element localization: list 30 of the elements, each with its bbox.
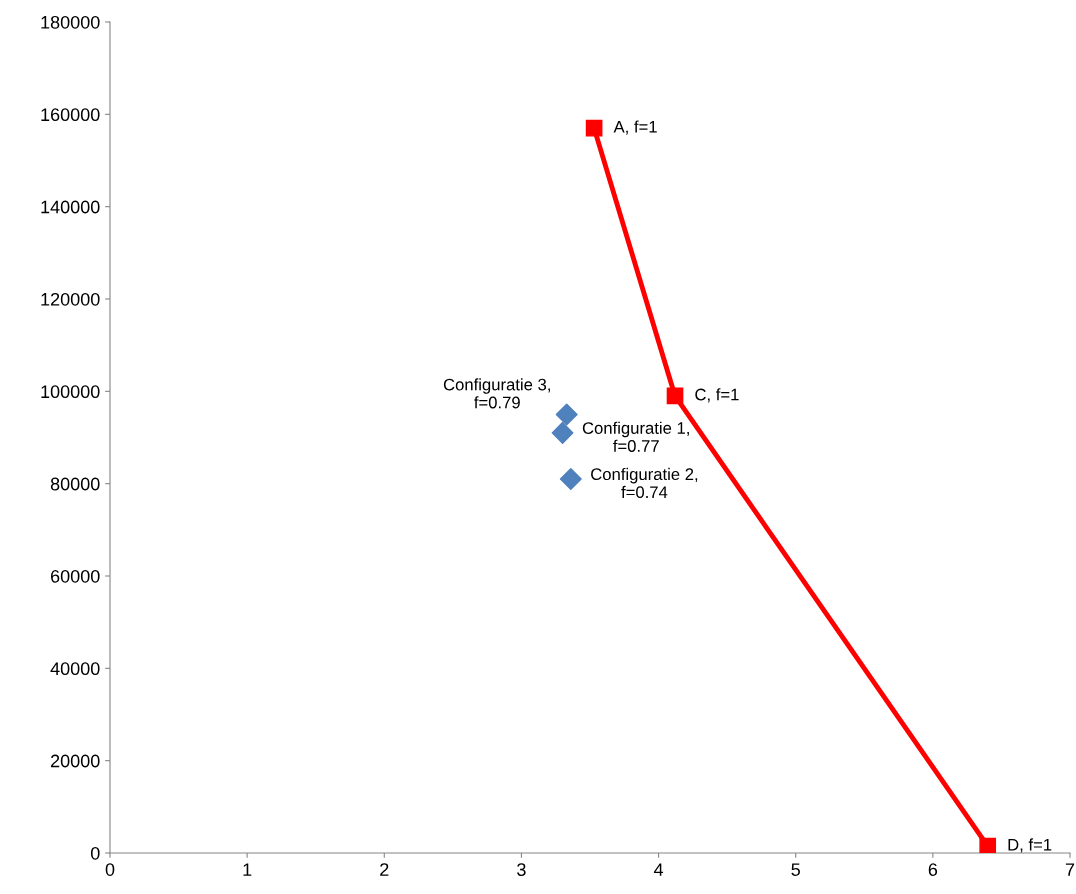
point (551, 421, 574, 444)
annotation: D, f=1 (1008, 838, 1052, 853)
y-tick-label: 0 (90, 846, 100, 860)
y-tick-label: 160000 (41, 108, 100, 122)
y-tick-label: 20000 (50, 754, 100, 768)
annotation: Configuratie 3, f=0.79 (443, 378, 550, 409)
point (666, 387, 684, 405)
point (559, 468, 582, 491)
y-tick-label: 120000 (41, 292, 100, 306)
annotation: A, f=1 (613, 120, 657, 135)
x-tick-label: 3 (517, 863, 526, 876)
point (585, 119, 603, 137)
point (979, 837, 997, 853)
x-tick-label: 1 (243, 863, 252, 876)
annotation: Configuratie 1, f=0.77 (582, 421, 689, 452)
y-tick-label: 140000 (41, 200, 100, 214)
annotation: Configuratie 2, f=0.74 (591, 467, 698, 499)
y-tick-label: 60000 (50, 569, 100, 583)
x-tick-label: 6 (928, 863, 938, 876)
x-tick-label: 5 (791, 863, 800, 876)
point (555, 403, 578, 426)
y-tick-label: 100000 (41, 385, 100, 399)
x-tick-label: 7 (1065, 863, 1075, 876)
y-tick-label: 80000 (50, 477, 100, 491)
x-tick-label: 4 (653, 863, 664, 876)
x-tick-label: 0 (105, 863, 115, 876)
y-tick-label: 180000 (41, 15, 100, 29)
x-tick-label: 2 (380, 863, 389, 876)
y-tick-label: 40000 (50, 662, 100, 676)
annotation: C, f=1 (695, 388, 739, 403)
